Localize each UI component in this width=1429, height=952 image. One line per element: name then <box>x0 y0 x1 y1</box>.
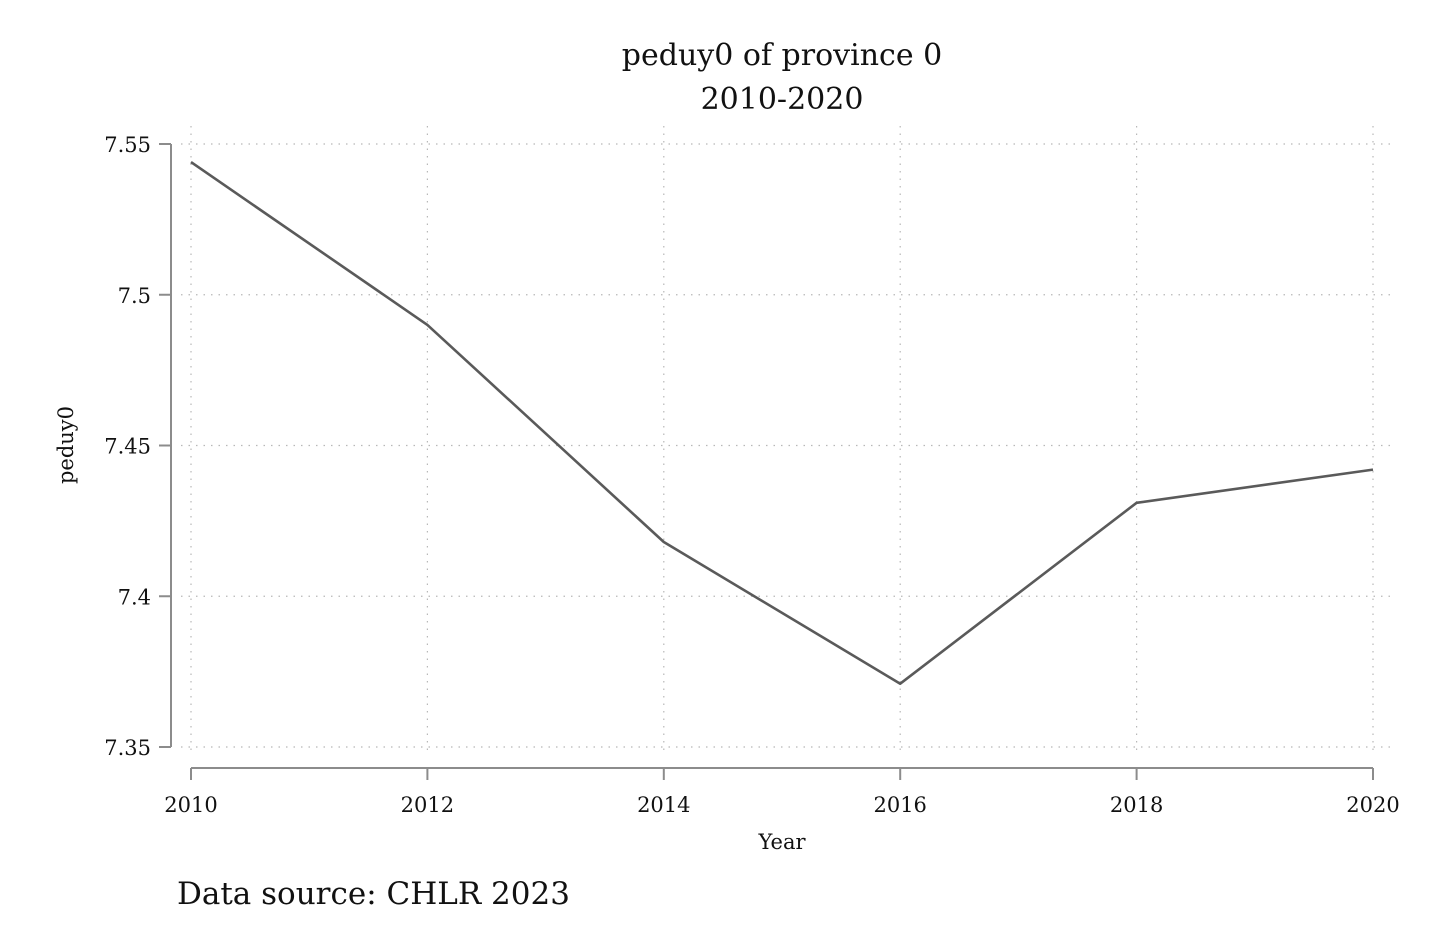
y-tick-label: 7.4 <box>118 585 151 609</box>
y-tick-labels: 7.35 7.4 7.45 7.5 7.55 <box>104 133 151 760</box>
x-tick-labels: 2010 2012 2014 2016 2018 2020 <box>164 793 1399 817</box>
chart-title: peduy0 of province 0 <box>622 38 942 73</box>
x-tick-label: 2020 <box>1346 793 1399 817</box>
series-line <box>190 161 1374 686</box>
y-tick-label: 7.5 <box>118 284 151 308</box>
data-source-note: Data source: CHLR 2023 <box>177 876 570 912</box>
x-axis-title: Year <box>757 830 806 854</box>
chart-subtitle: 2010-2020 <box>701 82 864 117</box>
x-tick-label: 2010 <box>164 793 217 817</box>
y-tick-label: 7.45 <box>104 435 151 459</box>
y-axis-title: peduy0 <box>54 406 78 484</box>
x-tick-label: 2016 <box>873 793 926 817</box>
x-tick-label: 2014 <box>637 793 690 817</box>
series <box>190 161 1374 686</box>
y-tick-label: 7.55 <box>104 133 151 157</box>
x-tick-label: 2018 <box>1110 793 1163 817</box>
axes <box>159 143 1374 780</box>
x-tick-label: 2012 <box>401 793 454 817</box>
grid <box>181 126 1393 752</box>
y-tick-label: 7.35 <box>104 736 151 760</box>
